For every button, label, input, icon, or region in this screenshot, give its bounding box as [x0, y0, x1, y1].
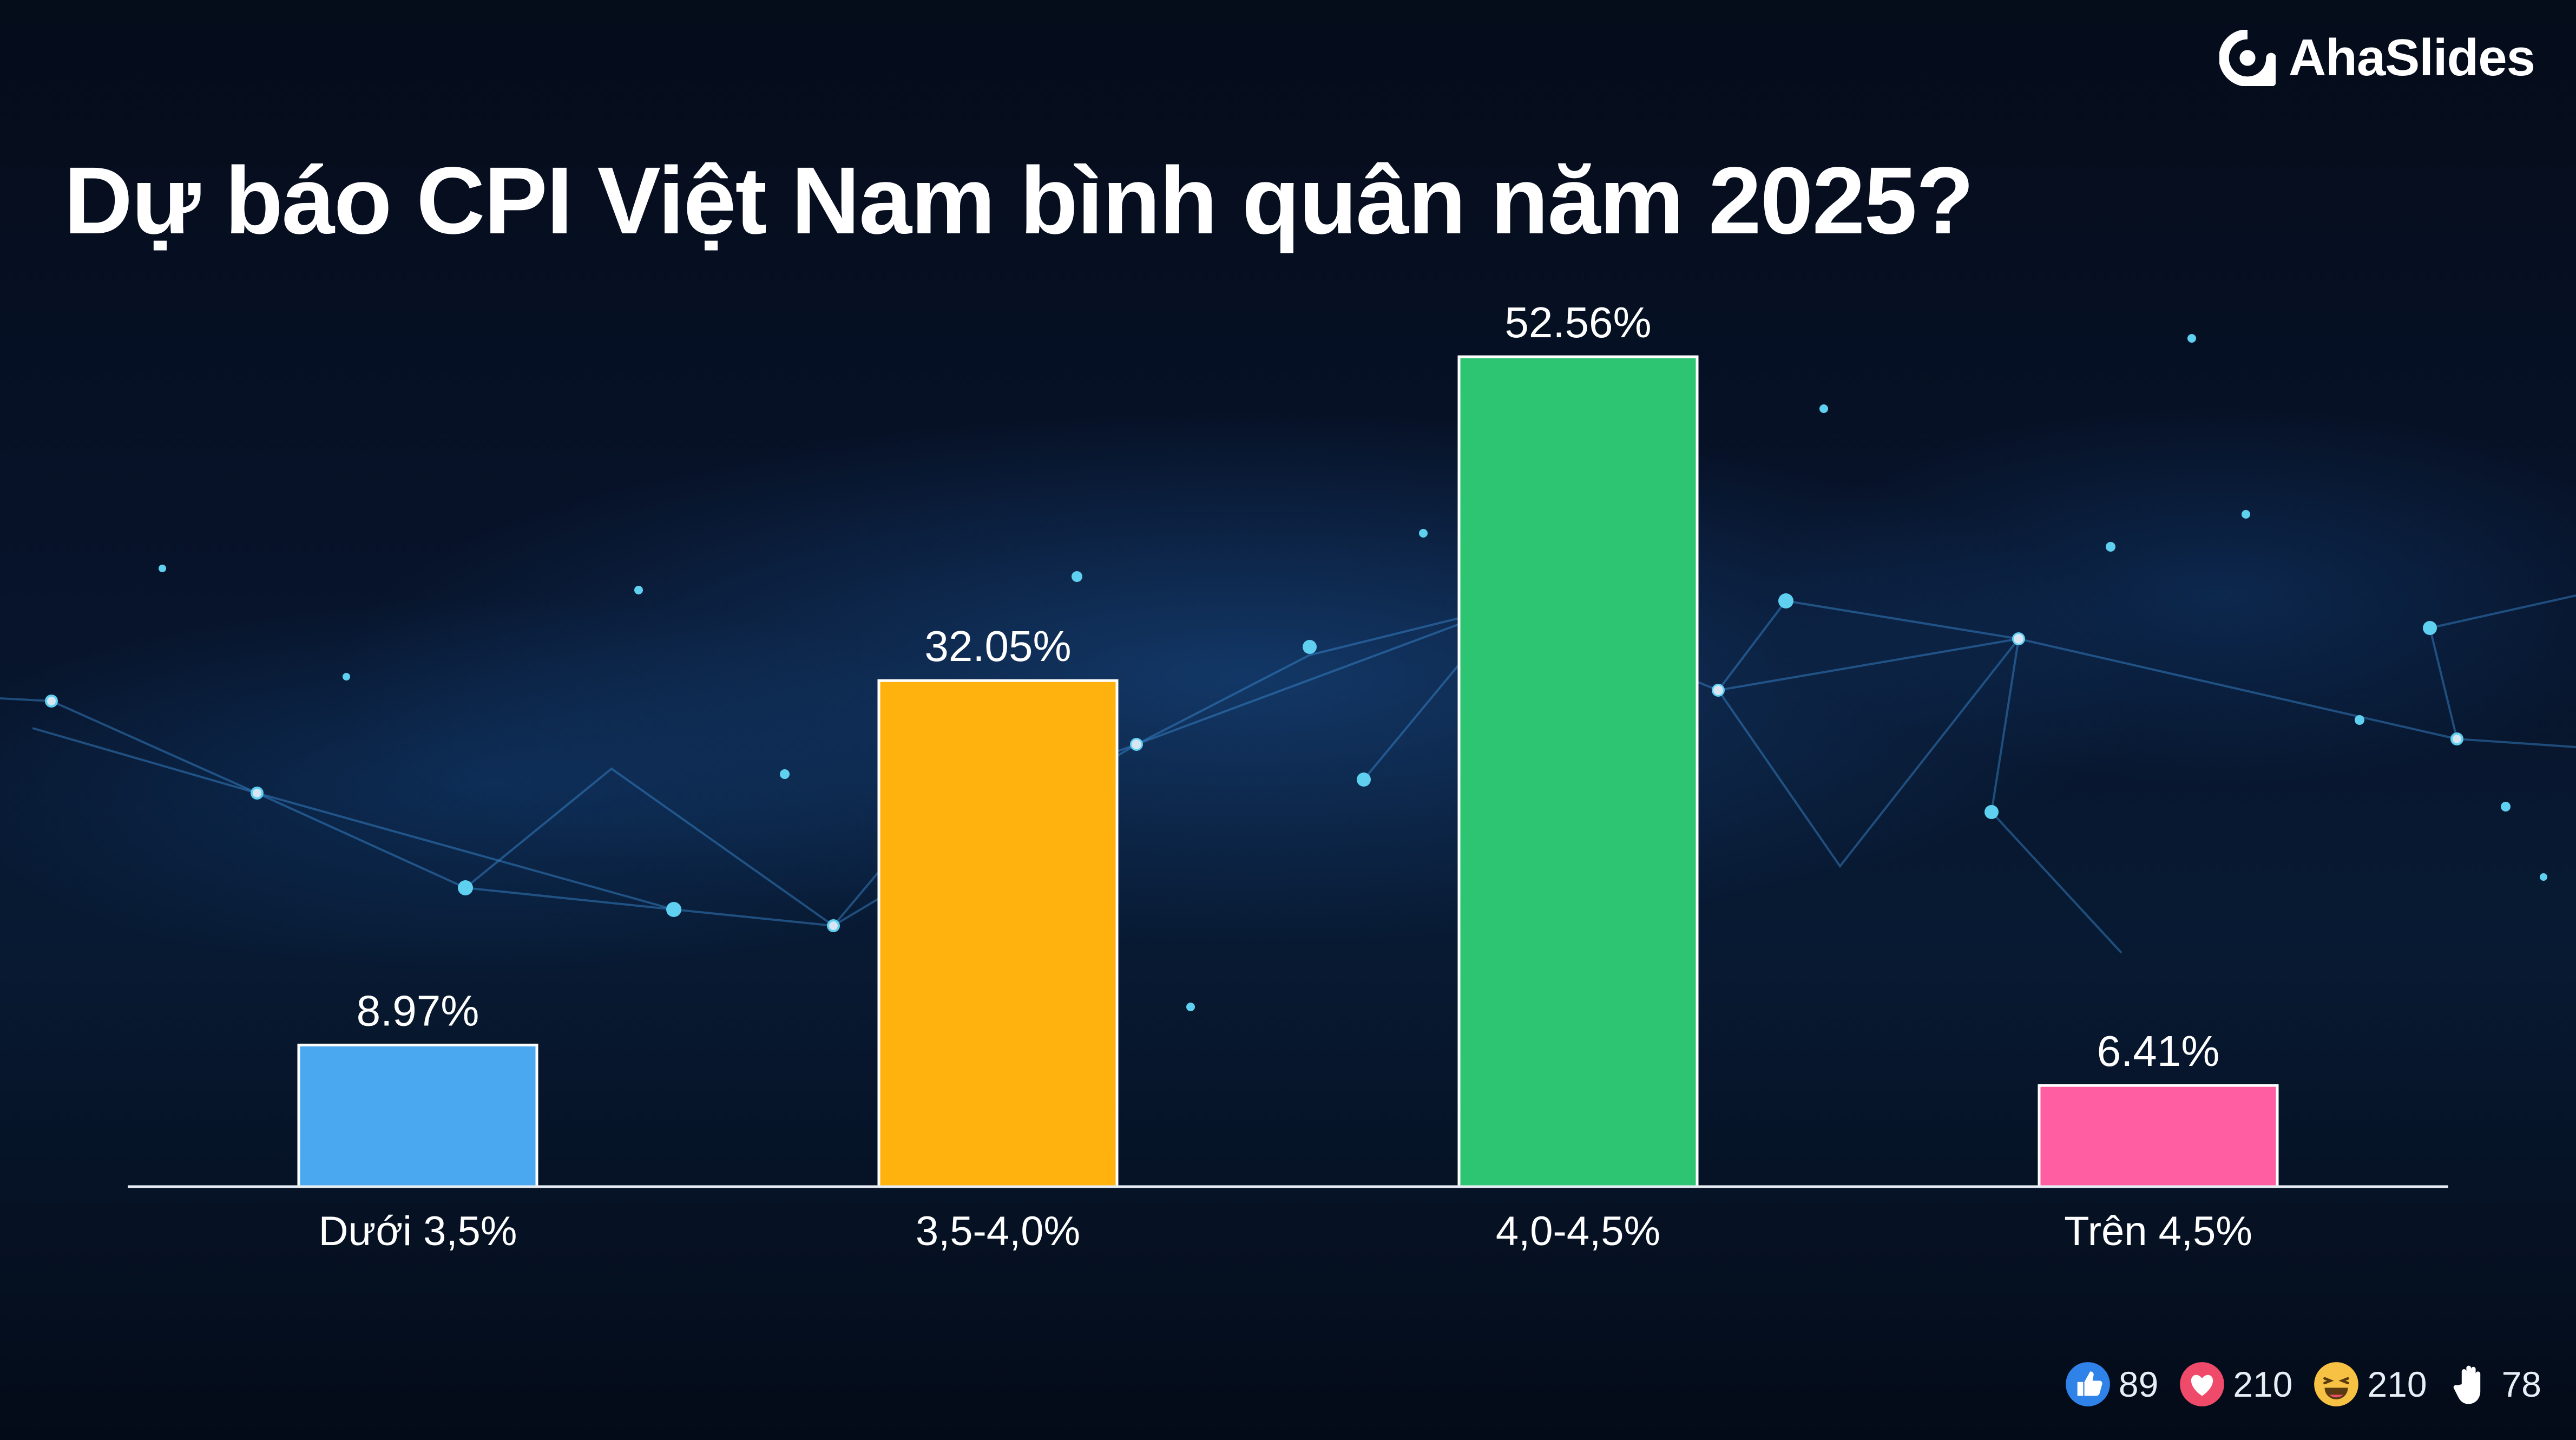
reaction-heart[interactable]: 210: [2179, 1361, 2292, 1408]
reaction-count: 78: [2501, 1364, 2541, 1404]
question-title: Dự báo CPI Việt Nam bình quân năm 2025?: [64, 148, 1974, 254]
bar-4: [2038, 1084, 2279, 1188]
bar-3: [1457, 355, 1699, 1188]
category-label-3: 4,0-4,5%: [1496, 1208, 1660, 1254]
reactions-bar: 89 210 210 78: [2065, 1361, 2541, 1408]
reaction-count: 89: [2118, 1364, 2159, 1404]
value-label-3: 52.56%: [1504, 298, 1651, 346]
brand-name: AhaSlides: [2288, 29, 2535, 87]
heart-icon: [2180, 1362, 2225, 1406]
thumbs-up-icon: [2066, 1362, 2110, 1406]
reaction-thumbs-up[interactable]: 89: [2065, 1361, 2158, 1408]
ahaslides-logo: AhaSlides: [2219, 28, 2535, 88]
bar-2: [877, 679, 1119, 1188]
ahaslides-logo-icon: [2219, 30, 2276, 86]
laugh-icon: [2314, 1362, 2359, 1406]
category-label-2: 3,5-4,0%: [916, 1208, 1080, 1254]
reaction-laugh[interactable]: 210: [2313, 1361, 2427, 1408]
bar-1: [297, 1043, 538, 1188]
value-label-2: 32.05%: [924, 622, 1071, 670]
category-label-1: Dưới 3,5%: [319, 1208, 517, 1254]
value-label-4: 6.41%: [2097, 1027, 2220, 1075]
category-label-4: Trên 4,5%: [2064, 1208, 2252, 1254]
reaction-count: 210: [2233, 1364, 2293, 1404]
raised-hand-icon: [2453, 1365, 2480, 1404]
value-label-1: 8.97%: [357, 986, 479, 1035]
reaction-count: 210: [2367, 1364, 2427, 1404]
reaction-raised-hand[interactable]: 78: [2448, 1361, 2541, 1408]
